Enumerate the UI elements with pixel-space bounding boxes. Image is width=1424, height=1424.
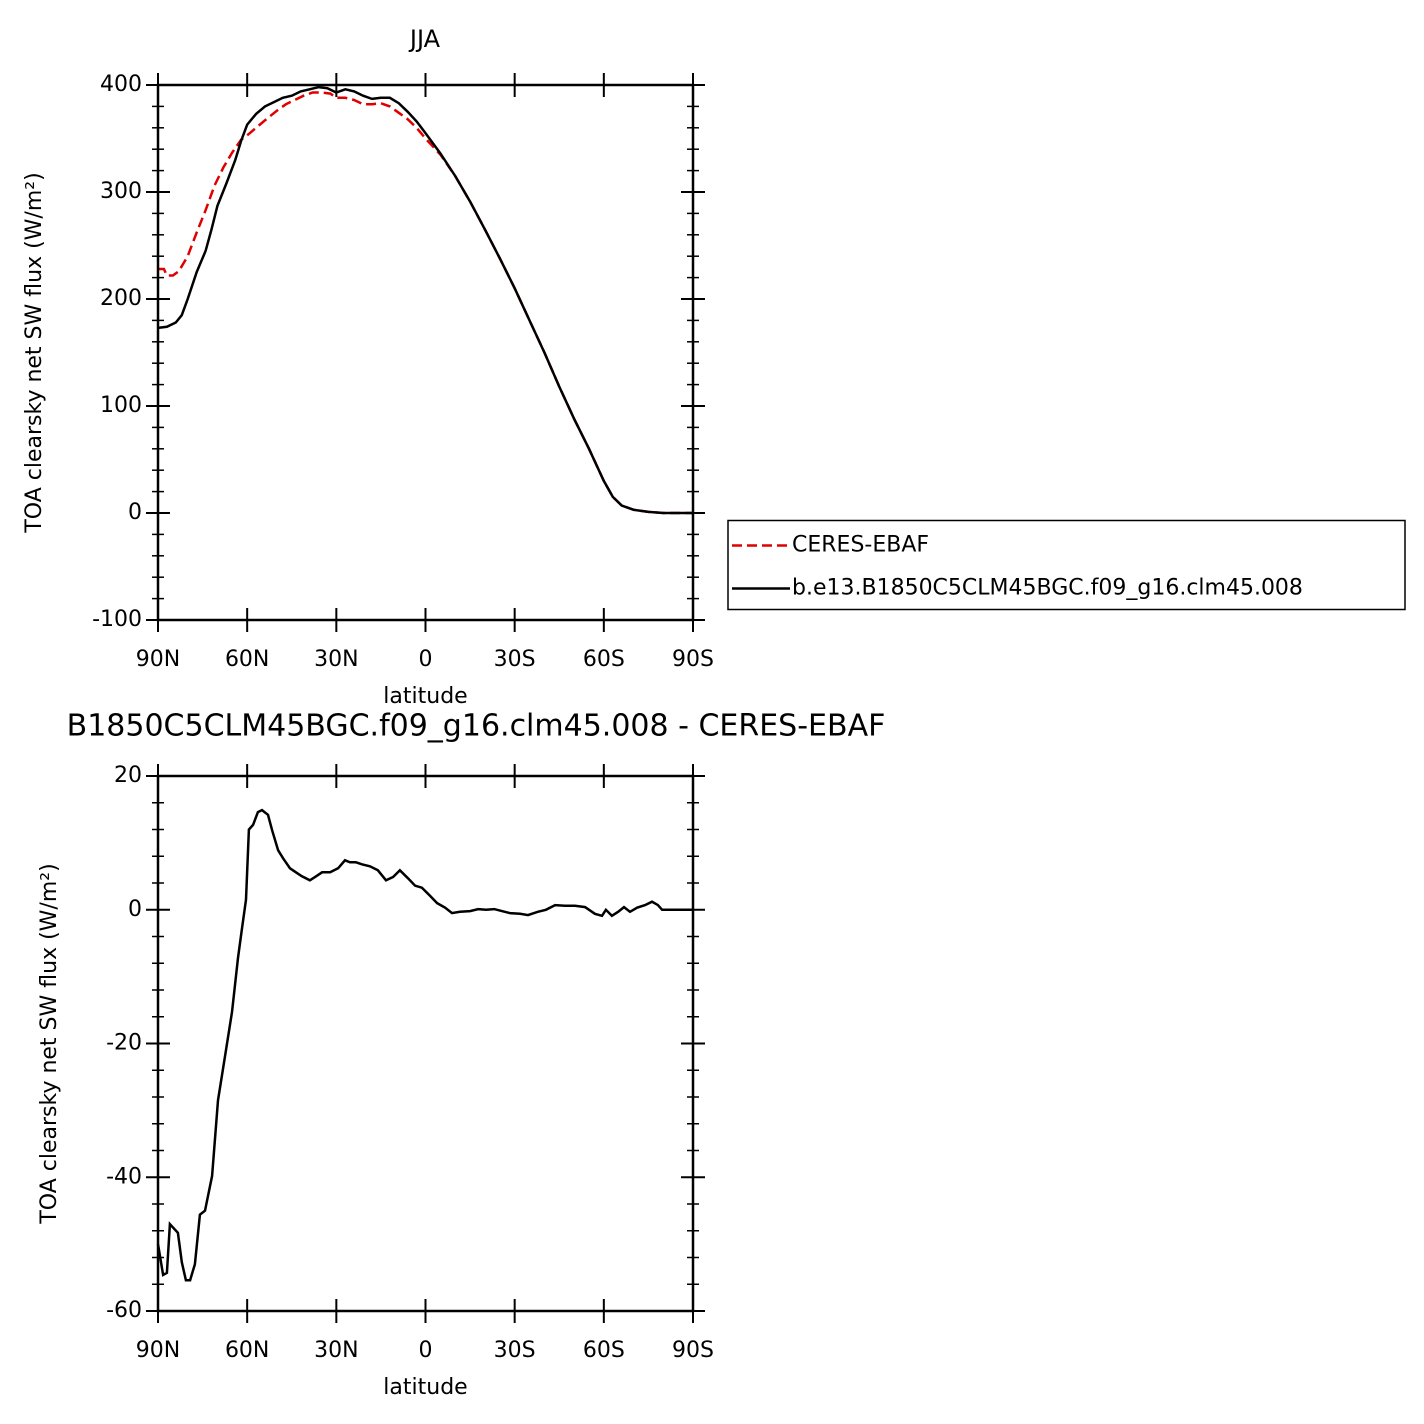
y-tick-label: -20: [106, 1031, 142, 1056]
legend-label: b.e13.B1850C5CLM45BGC.f09_g16.clm45.008: [792, 576, 1303, 601]
x-tick-label: 60N: [225, 1338, 269, 1363]
y-tick-label: -60: [106, 1298, 142, 1323]
x-tick-label: 30S: [494, 647, 536, 672]
series-line: [158, 91, 693, 515]
x-tick-label: 90S: [672, 647, 714, 672]
y-tick-label: 300: [100, 179, 142, 204]
legend-label: CERES-EBAF: [792, 533, 929, 558]
chart-title: B1850C5CLM45BGC.f09_g16.clm45.008 - CERE…: [67, 709, 886, 744]
x-tick-label: 60S: [583, 1338, 625, 1363]
legend-box: [727, 519, 1406, 611]
y-tick-label: -100: [92, 607, 142, 632]
series-line: [156, 808, 693, 1282]
x-tick-label: 90N: [136, 1338, 180, 1363]
chart-title: JJA: [408, 25, 441, 53]
y-axis-label: TOA clearsky net SW flux (W/m²): [37, 863, 62, 1224]
series-line: [157, 85, 693, 515]
y-tick-label: 20: [114, 763, 142, 788]
y-tick-label: -40: [106, 1164, 142, 1189]
x-tick-label: 0: [419, 1338, 433, 1363]
y-tick-label: 200: [100, 286, 142, 311]
x-tick-label: 90S: [672, 1338, 714, 1363]
x-tick-label: 90N: [136, 647, 180, 672]
x-tick-label: 60S: [583, 647, 625, 672]
x-tick-label: 30S: [494, 1338, 536, 1363]
y-tick-label: 400: [100, 72, 142, 97]
x-tick-label: 30N: [314, 647, 358, 672]
y-tick-label: 0: [128, 500, 142, 525]
y-axis-label: TOA clearsky net SW flux (W/m²): [22, 172, 47, 533]
x-axis-label: latitude: [383, 684, 467, 709]
y-tick-label: 0: [128, 897, 142, 922]
x-tick-label: 60N: [225, 647, 269, 672]
y-tick-label: 100: [100, 393, 142, 418]
plot-frame: [156, 774, 695, 1313]
x-tick-label: 30N: [314, 1338, 358, 1363]
x-tick-label: 0: [419, 647, 433, 672]
x-axis-label: latitude: [383, 1375, 467, 1400]
plot-frame: [156, 83, 695, 622]
